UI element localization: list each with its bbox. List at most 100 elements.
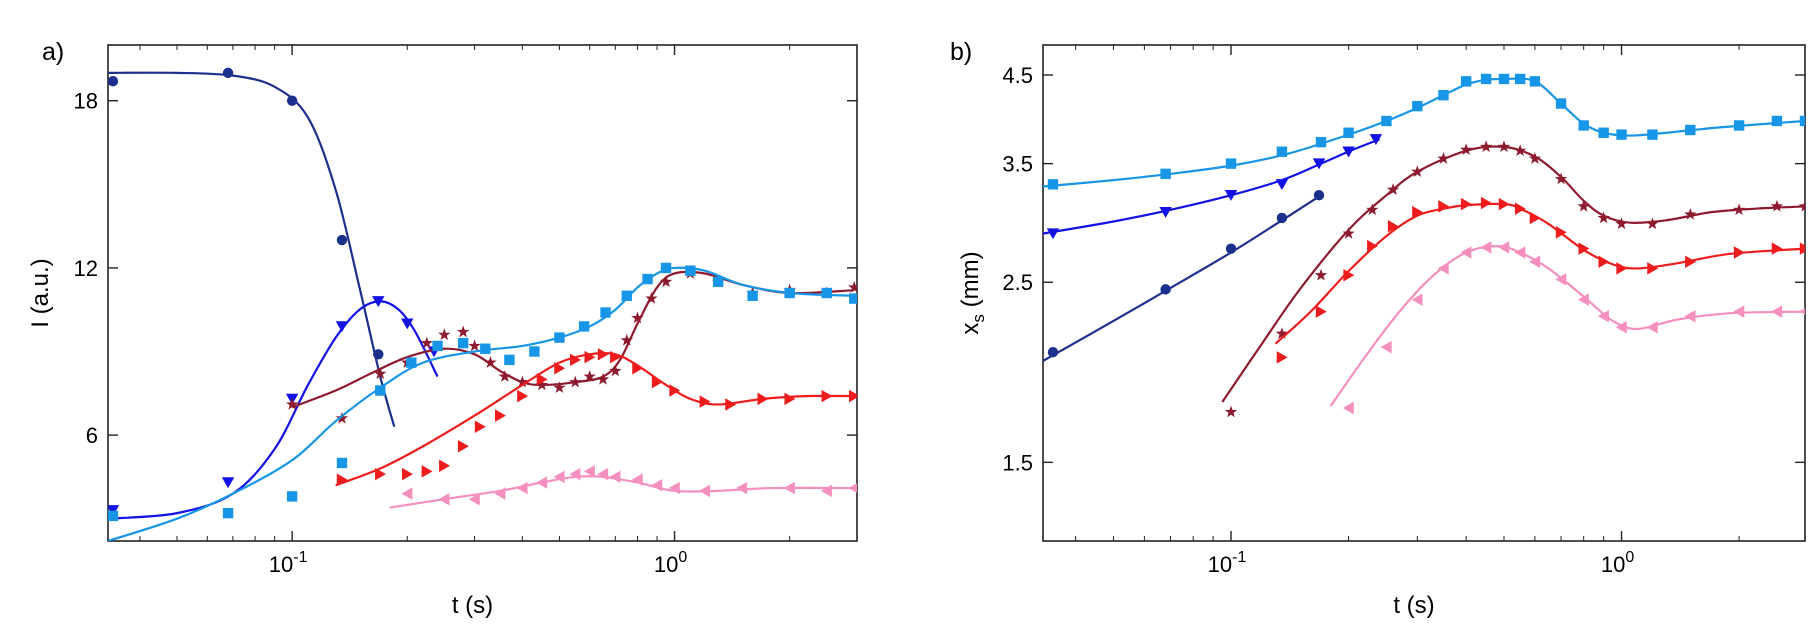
panel-b-series-1-point [1225, 243, 1237, 254]
panel-b-series-6-fit-line [1329, 244, 1805, 407]
panel-a-series-4-point [504, 354, 515, 366]
panel-b-series-5-point [1514, 202, 1526, 215]
panel-a-x-axis-title: t (s) [452, 592, 493, 619]
panel-b-series-2-point [1312, 158, 1326, 170]
panel-a-series-1-point [222, 67, 234, 79]
panel-b-series-6-point [1577, 293, 1589, 306]
panel-b-series-4-point [1047, 179, 1059, 190]
panel-a-series-5-point [457, 440, 469, 453]
panel-b-series-4-point [1578, 120, 1589, 131]
panel-b-series-3-fit-line [1221, 145, 1805, 403]
panel-a-series-4-point [621, 290, 632, 301]
panel-a-series-5-point [474, 420, 486, 433]
panel-a-series-4-point [821, 287, 832, 299]
panel-b-series-6-point [1480, 241, 1492, 254]
panel-b-series-5-point [1480, 196, 1492, 210]
panel-a-series-5-point [554, 361, 566, 375]
panel-a-series-5-point [699, 395, 711, 408]
panel-a-series-5-point [375, 467, 386, 481]
panel-b-series-6-point [1342, 401, 1354, 415]
panel-b-series-4-point [1771, 115, 1783, 127]
panel-a-label: a) [42, 38, 64, 66]
panel-a-series-4-point [286, 491, 298, 502]
panel-b-series-4-point [1529, 76, 1541, 87]
panel-a-series-5-point [669, 384, 681, 397]
panel-a-series-6-point [597, 467, 609, 481]
panel-b-series-3-point [1554, 172, 1568, 185]
panel-a-series-5-point [584, 350, 596, 364]
panel-a-series-6-point [736, 481, 748, 495]
panel-a-series-6-point [583, 465, 595, 478]
panel-a-series-3-point [645, 292, 658, 304]
panel-a-series-6-point [783, 481, 795, 495]
panel-a-data [108, 67, 857, 541]
panel-b-series-5-point [1647, 262, 1659, 275]
panel-b-series-2-point [1275, 179, 1289, 191]
panel-b-series-4-point [1343, 127, 1354, 138]
panel-a-series-4-point [108, 510, 119, 522]
panel-a-series-4-point [578, 321, 590, 332]
panel-a-series-3-point [285, 397, 299, 410]
panel-a-y-tick-label: 6 [86, 423, 98, 448]
panel-a-series-6-point [438, 492, 450, 506]
panel-a-series-5-point [597, 348, 609, 361]
panel-b-series-5-point [1460, 197, 1472, 211]
panel-b-series-3-point [1615, 217, 1628, 230]
panel-b-label: b) [950, 38, 972, 66]
panel-a-series-6-point [651, 479, 663, 492]
panel-b-series-5-point [1367, 239, 1379, 253]
panel-b-series-4-point [1733, 120, 1745, 131]
panel-b-series-5-point [1685, 255, 1697, 268]
panel-b-series-4-point [1598, 127, 1609, 138]
panel-b-series-3-point [1770, 199, 1784, 212]
panel-a-series-4-fit-line [108, 266, 855, 541]
panel-b-series-3-point [1342, 227, 1355, 239]
panel-a-series-6-point [468, 492, 480, 506]
panel-a-axes-frame [107, 44, 858, 542]
panel-b-series-6-point [1514, 246, 1526, 259]
panel-b: 10-1 100 1.5 2.5 3.5 4.5 t (s) xs (mm) b) [950, 38, 1806, 619]
panel-b-x-tick-label: 100 [1601, 549, 1634, 577]
panel-b-series-4-point [1555, 98, 1567, 109]
panel-a-series-6-point [494, 487, 506, 500]
panel-b-x-minor-ticks [1075, 45, 1740, 541]
panel-a-series-5-point [784, 392, 796, 406]
panel-b-series-1 [1043, 190, 1325, 362]
panel-a-series-4-point [457, 337, 469, 349]
panel-a-x-tick-label: 10-1 [269, 549, 308, 577]
panel-b-x-tick-label: 10-1 [1208, 549, 1247, 577]
panel-b-series-3-point [1459, 143, 1473, 156]
panel-a-series-4-point [336, 457, 348, 469]
panel-a-series-5-point [336, 473, 348, 486]
panel-b-series-6-point [1646, 321, 1658, 334]
panel-b-series-6-point [1380, 340, 1392, 354]
panel-b-series-3-point [1437, 152, 1450, 164]
panel-a-series-3-point [516, 375, 529, 388]
panel-b-series-6-point [1733, 305, 1745, 318]
panel-b-series-5-point [1578, 242, 1590, 255]
panel-b-series-4-point [1276, 146, 1288, 157]
panel-a-series-3-point [848, 280, 857, 293]
panel-a-series-1-point [286, 95, 298, 106]
panel-b-series-3-point [1224, 405, 1238, 418]
panel-b-series-5-point [1733, 246, 1745, 259]
panel-a-series-5-point [439, 459, 451, 473]
panel-b-y-tick-label: 1.5 [1002, 450, 1033, 475]
panel-b-series-3-point [1275, 327, 1289, 340]
panel-b-y-tick-label: 3.5 [1002, 152, 1033, 177]
panel-b-series-3-point [1577, 199, 1590, 212]
panel-b-series-4-point [1381, 115, 1392, 127]
panel-b-y-axis-title: xs (mm) [957, 251, 988, 334]
panel-a-series-4-point [600, 307, 611, 318]
panel-b-series-5-point [1799, 242, 1805, 255]
panel-b-series-6-point [1615, 321, 1627, 334]
panel-a-x-tick-label: 100 [654, 549, 687, 577]
panel-b-series-3-point [1528, 152, 1542, 164]
panel-b-series-4-point [1616, 129, 1627, 140]
panel-b-series-2-point [1369, 134, 1383, 146]
panel-a-series-6-point [820, 484, 832, 498]
panel-a-series-2-point [335, 321, 349, 333]
panel-a-series-2-point [221, 477, 235, 489]
panel-a-series-6-point [516, 481, 528, 495]
